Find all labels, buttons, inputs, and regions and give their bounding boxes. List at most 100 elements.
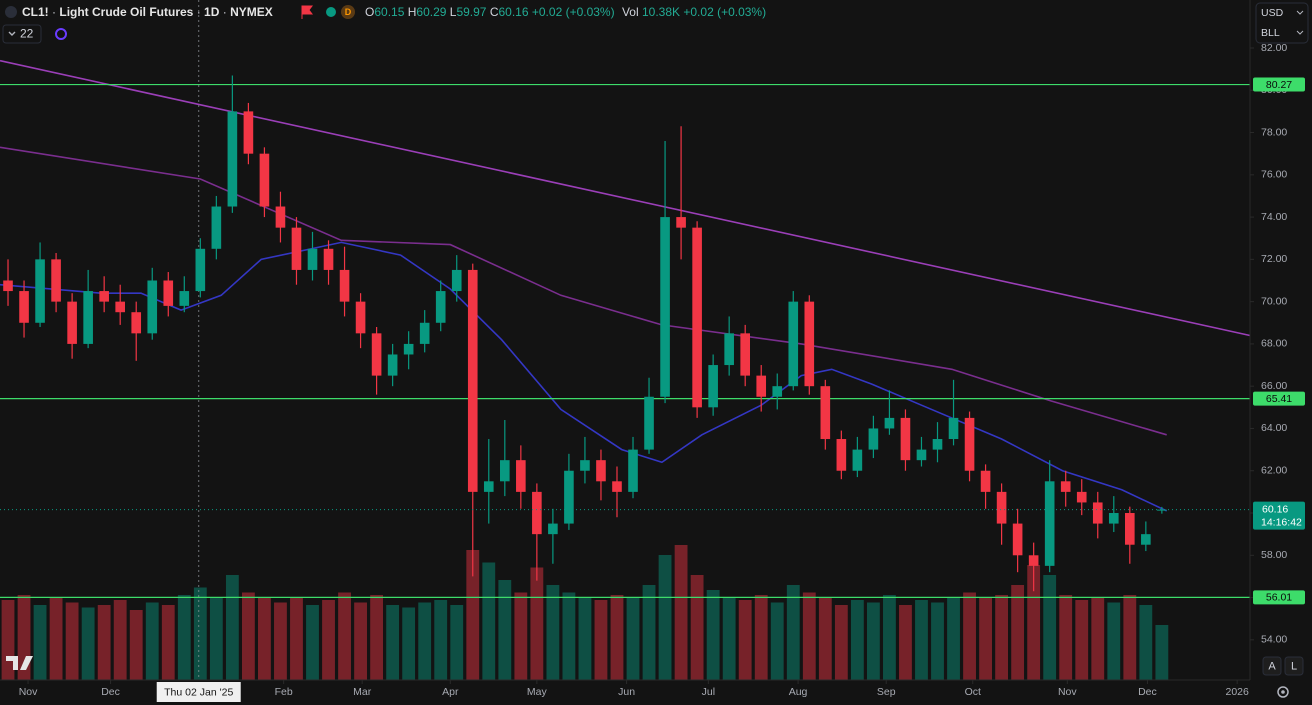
high-value: 60.29: [416, 5, 446, 19]
volume-bar: [738, 600, 752, 680]
candle-body: [1092, 502, 1103, 524]
candle-body: [500, 460, 510, 482]
symbol-line[interactable]: CL1! · Light Crude Oil Futures · 1D · NY…: [22, 5, 273, 19]
volume-bar: [931, 602, 944, 680]
x-tick-label: Jul: [702, 686, 715, 698]
x-tick-label: Sep: [877, 686, 896, 698]
candle-body: [820, 386, 831, 440]
settings-icon[interactable]: [1277, 686, 1289, 698]
volume-bar: [354, 602, 367, 680]
candle-body: [644, 396, 654, 450]
x-tick-label: Dec: [101, 686, 120, 698]
indicator-toggle[interactable]: [2, 24, 42, 44]
volume-bar: [963, 592, 976, 680]
separator: ·: [197, 5, 201, 19]
volume-bar: [113, 600, 127, 680]
candle-body: [275, 206, 286, 228]
indicator-count: 22: [20, 27, 34, 41]
volume-bar: [97, 605, 111, 680]
candle-body: [387, 354, 398, 376]
currency[interactable]: USD: [1261, 7, 1284, 19]
volume-change: +0.02 (+0.03%): [683, 5, 766, 19]
candle-body: [99, 291, 109, 302]
level-label-box: [1253, 391, 1305, 406]
unit-box[interactable]: [1255, 2, 1309, 44]
x-tick-label: Nov: [1058, 686, 1077, 698]
candle-body: [419, 322, 430, 344]
level-label: 65.41: [1266, 393, 1292, 405]
x-tick-label: Mar: [353, 686, 372, 698]
volume-bar: [386, 605, 400, 680]
candle-body: [948, 417, 959, 440]
volume-bar: [33, 605, 47, 680]
session-badge-text: D: [345, 7, 352, 17]
candle-body: [916, 449, 927, 461]
log-button[interactable]: [1284, 656, 1304, 676]
volume-bar: [370, 595, 384, 680]
volume-bar: [241, 592, 255, 680]
axes: 54.0056.0058.0060.0062.0064.0066.0068.00…: [19, 42, 1305, 702]
y-tick-label: 66.00: [1261, 380, 1287, 392]
symbol: CL1!: [22, 5, 49, 19]
level-label: 56.01: [1266, 592, 1292, 604]
unit[interactable]: BLL: [1261, 27, 1280, 39]
last-price-label: 60.16: [1262, 503, 1288, 515]
candle-body: [708, 365, 718, 408]
y-tick-label: 70.00: [1261, 295, 1287, 307]
volume-bar: [626, 597, 640, 680]
indicator-icon[interactable]: [55, 28, 67, 40]
volume-bar: [850, 600, 864, 680]
y-tick-label: 76.00: [1261, 169, 1287, 181]
level-label: 80.27: [1266, 79, 1292, 91]
candle-body: [1060, 481, 1071, 492]
volume-bar: [450, 605, 464, 680]
candle-body: [1125, 513, 1135, 545]
candle-body: [596, 460, 606, 482]
x-tick-label: Oct: [965, 686, 981, 698]
auto-button-text: A: [1268, 660, 1276, 672]
candle-body: [628, 449, 638, 492]
level-label-box: [1253, 77, 1305, 92]
candle-body: [83, 291, 93, 344]
volume-bar: [434, 600, 448, 680]
settings-icon-center: [1281, 690, 1285, 694]
volume-bar: [177, 595, 191, 680]
low-value: 59.97: [456, 5, 486, 19]
volume-bar: [258, 597, 271, 680]
ohlc: O60.15 H60.29 L59.97 C60.16 +0.02 (+0.03…: [365, 5, 766, 19]
high-label: H: [408, 5, 417, 19]
session-badge[interactable]: [341, 5, 355, 19]
candle-body: [516, 460, 526, 492]
dropdown-icons: [1296, 10, 1304, 35]
auto-button[interactable]: [1262, 656, 1282, 676]
separator: ·: [52, 5, 56, 19]
candle-body: [3, 280, 13, 292]
volume-bar: [979, 597, 992, 680]
candle-body: [323, 248, 334, 270]
market-status-icon[interactable]: [326, 7, 336, 17]
volume-bar: [1011, 585, 1025, 680]
volume-bar: [818, 597, 832, 680]
volume-bar: [161, 605, 175, 680]
volume-bar: [1059, 595, 1073, 680]
volume-bar: [594, 600, 608, 680]
y-tick-label: 64.00: [1261, 422, 1287, 434]
volume-bar: [1155, 625, 1169, 680]
interval: 1D: [204, 5, 220, 19]
crosshair-label-box: [156, 682, 241, 702]
low-label: L: [450, 5, 457, 19]
candle-body: [900, 417, 911, 461]
volume-bar: [722, 597, 736, 680]
candle-body: [1157, 509, 1167, 511]
candle-body: [259, 153, 270, 207]
volume-bar: [482, 562, 496, 680]
logo[interactable]: [6, 656, 33, 670]
flag-icon[interactable]: [301, 5, 313, 19]
symbol-icon[interactable]: [5, 6, 17, 18]
candle-body: [1028, 555, 1039, 566]
candle-body: [19, 291, 29, 323]
crosshair-label: Thu 02 Jan '25: [164, 686, 233, 698]
y-tick-label: 82.00: [1261, 42, 1287, 54]
candle-body: [548, 523, 558, 535]
